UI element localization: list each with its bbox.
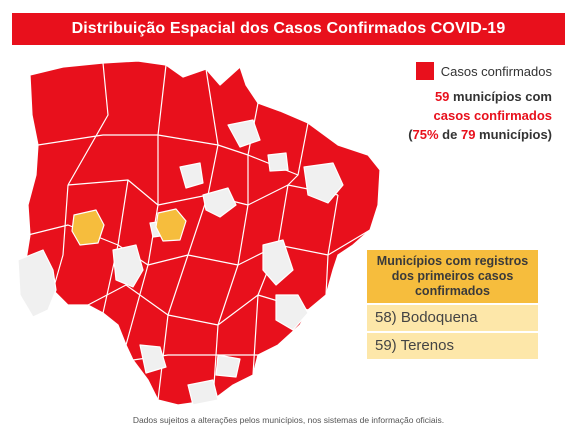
legend-label-confirmed: Casos confirmados xyxy=(440,63,552,79)
first-cases-item-bodoquena: 58) Bodoquena xyxy=(367,303,538,331)
footnote: Dados sujeitos a alterações pelos municí… xyxy=(132,415,445,425)
municipality-no-cases xyxy=(262,239,294,286)
first-cases-item-terenos: 59) Terenos xyxy=(367,331,538,359)
municipality-no-cases xyxy=(275,294,309,331)
legend-summary-line-1: 59 municípios com xyxy=(388,89,552,104)
legend-line-3-mid: de xyxy=(438,127,461,142)
confirmed-percentage: 75% xyxy=(412,127,439,142)
legend-line-1-text: municípios com xyxy=(449,89,552,104)
legend-swatch-confirmed xyxy=(415,62,434,80)
municipality-no-cases xyxy=(303,162,344,204)
legend-line-3-rest: municípios) xyxy=(475,127,552,142)
municipality-bodoquena xyxy=(71,209,105,246)
state-map xyxy=(17,60,381,406)
map-title: Distribuição Espacial dos Casos Confirma… xyxy=(12,13,565,45)
legend-summary-line-3: (75% de 79 municípios) xyxy=(388,127,552,142)
first-cases-header: Municípios com registros dos primeiros c… xyxy=(367,250,538,303)
municipality-no-cases xyxy=(179,162,204,189)
municipality-no-cases xyxy=(139,344,167,374)
municipality-no-cases xyxy=(17,249,57,318)
legend-summary-line-2: casos confirmados xyxy=(433,108,553,123)
municipality-no-cases xyxy=(267,152,289,172)
municipality-no-cases xyxy=(227,119,261,148)
map-legend: Casos confirmados 59 municípios com caso… xyxy=(388,62,552,142)
municipality-no-cases xyxy=(187,379,219,406)
municipality-terenos xyxy=(155,208,187,242)
municipality-no-cases xyxy=(112,244,144,288)
total-municipality-count: 79 xyxy=(460,127,476,142)
confirmed-municipality-count: 59 xyxy=(434,89,450,104)
municipality-no-cases xyxy=(215,354,241,378)
municipality-no-cases xyxy=(202,187,237,218)
legend-line-3-open: ( xyxy=(408,127,413,142)
first-cases-box: Municípios com registros dos primeiros c… xyxy=(367,250,538,359)
legend-entry-confirmed: Casos confirmados xyxy=(388,62,552,80)
